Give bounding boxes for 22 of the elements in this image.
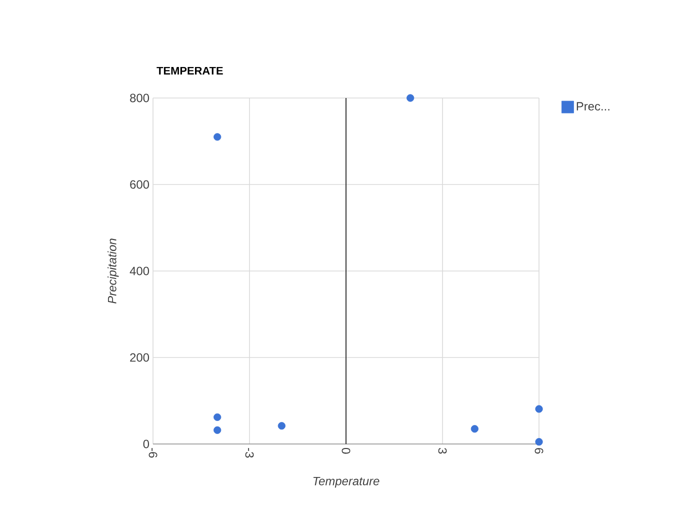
- point: [470, 425, 478, 433]
- legend-label: Prec...: [576, 102, 610, 111]
- point: [535, 405, 543, 413]
- y-axis-title: Precipitation: [108, 238, 119, 304]
- y-tick-label: 0: [143, 440, 150, 448]
- x-tick-label: 6: [534, 448, 544, 454]
- x-tick-label: -6: [148, 448, 158, 458]
- y-tick-label: 600: [130, 180, 150, 189]
- x-tick-label: -3: [245, 448, 254, 458]
- y-tick-label: 400: [130, 266, 150, 276]
- point: [278, 422, 286, 430]
- y-tick-label: 200: [130, 353, 150, 362]
- point: [214, 413, 222, 421]
- y-tick-label: 800: [130, 94, 150, 102]
- x-tick-label: 0: [342, 448, 350, 454]
- point: [214, 133, 222, 141]
- x-axis-title: Temperature: [313, 476, 380, 488]
- point: [406, 94, 414, 102]
- x-tick-label: 3: [438, 448, 447, 454]
- point: [535, 438, 543, 446]
- chart-title: TEMPERATE: [156, 66, 223, 74]
- point: [214, 426, 222, 434]
